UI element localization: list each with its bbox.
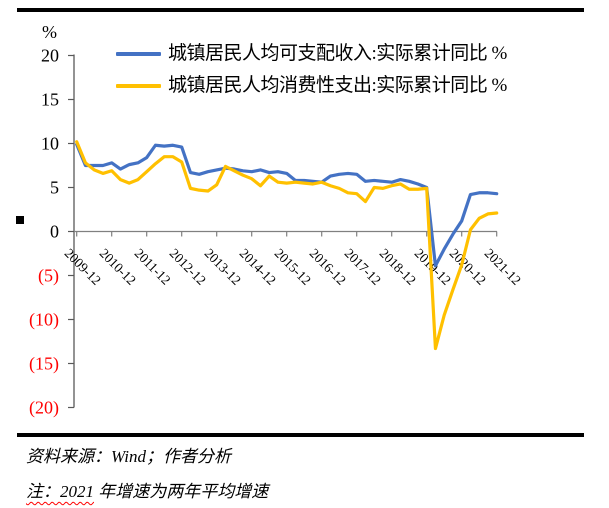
x-tick-label: 2012-12 [167,246,209,288]
x-tick-label: 2013-12 [202,246,244,288]
x-tick-label: 2020-12 [447,246,489,288]
note-rest: 年增速为两年平均增速 [94,482,269,501]
top-divider-rule [17,8,584,12]
source-note: 资料来源：Wind；作者分析 [26,447,231,466]
income-line-swatch [116,51,161,56]
legend-item-income: 城镇居民人均可支配收入:实际累计同比 % [116,43,507,64]
x-tick-label: 2014-12 [237,246,279,288]
y-tick-label: (20) [29,398,59,419]
y-tick-label: 0 [50,222,59,242]
bottom-divider-rule [17,433,584,437]
x-tick-label: 2016-12 [307,246,349,288]
y-tick-label: 5 [50,178,59,198]
chart-legend: 城镇居民人均可支配收入:实际累计同比 % 城镇居民人均消费性支出:实际累计同比 … [116,43,507,96]
y-tick-label: (10) [29,310,59,331]
x-tick-label: 2017-12 [342,246,384,288]
y-tick-label: 15 [41,90,59,110]
note-highlight-spellcheck: 注：2021 [26,482,94,501]
x-tick-label: 2010-12 [97,246,139,288]
x-tick-label: 2009-12 [62,246,104,288]
consumption-series-line [75,140,499,351]
methodology-note: 注：2021 年增速为两年平均增速 [26,477,268,502]
x-tick-label: 2021-12 [482,246,524,288]
legend-label-income: 城镇居民人均可支配收入:实际累计同比 % [168,43,507,64]
x-tick-label: 2011-12 [132,246,174,288]
y-tick-label: 20 [41,46,59,66]
y-tick-label: (5) [38,266,59,287]
legend-label-consumption: 城镇居民人均消费性支出:实际累计同比 % [168,75,507,96]
line-chart-plot: %20151050(5)(10)(15)(20)2009-122010-1220… [29,22,524,419]
y-tick-label: (15) [29,354,59,375]
x-tick-label: 2018-12 [377,246,419,288]
consumption-line-swatch [116,83,161,88]
legend-item-consumption: 城镇居民人均消费性支出:实际累计同比 % [116,75,507,96]
stray-bullet-square [16,216,24,224]
y-axis-unit-label: % [42,22,57,42]
x-tick-label: 2015-12 [272,246,314,288]
y-tick-label: 10 [41,134,59,154]
